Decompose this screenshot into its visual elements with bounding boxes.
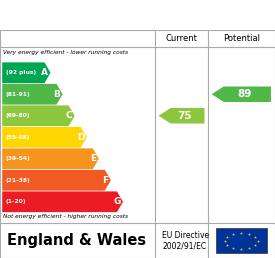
Text: Potential: Potential xyxy=(223,34,260,43)
Text: G: G xyxy=(113,197,121,206)
Text: (92 plus): (92 plus) xyxy=(6,70,36,75)
Polygon shape xyxy=(158,108,205,124)
Text: Energy Efficiency Rating: Energy Efficiency Rating xyxy=(8,7,210,22)
Bar xyxy=(216,228,267,253)
Text: A: A xyxy=(41,68,48,77)
Polygon shape xyxy=(2,148,99,169)
Polygon shape xyxy=(2,170,111,191)
Text: Current: Current xyxy=(166,34,197,43)
Text: Not energy efficient - higher running costs: Not energy efficient - higher running co… xyxy=(3,214,128,219)
Text: F: F xyxy=(103,176,109,185)
Text: 89: 89 xyxy=(237,89,251,99)
Polygon shape xyxy=(2,84,63,104)
Polygon shape xyxy=(2,105,75,126)
Text: (69-80): (69-80) xyxy=(6,113,30,118)
Text: EU Directive
2002/91/EC: EU Directive 2002/91/EC xyxy=(162,231,209,250)
Text: D: D xyxy=(77,133,84,142)
Text: C: C xyxy=(66,111,73,120)
Polygon shape xyxy=(2,191,123,212)
Text: 75: 75 xyxy=(177,111,192,121)
Text: B: B xyxy=(54,90,60,99)
Polygon shape xyxy=(2,127,87,148)
Polygon shape xyxy=(212,86,271,102)
Text: (1-20): (1-20) xyxy=(6,199,26,204)
Text: (55-68): (55-68) xyxy=(6,135,30,140)
Text: England & Wales: England & Wales xyxy=(7,233,146,248)
Polygon shape xyxy=(2,62,51,83)
Text: (21-38): (21-38) xyxy=(6,178,30,183)
Text: Very energy efficient - lower running costs: Very energy efficient - lower running co… xyxy=(3,50,128,55)
Text: (39-54): (39-54) xyxy=(6,156,30,161)
Text: E: E xyxy=(90,154,97,163)
Text: (81-91): (81-91) xyxy=(6,92,30,97)
